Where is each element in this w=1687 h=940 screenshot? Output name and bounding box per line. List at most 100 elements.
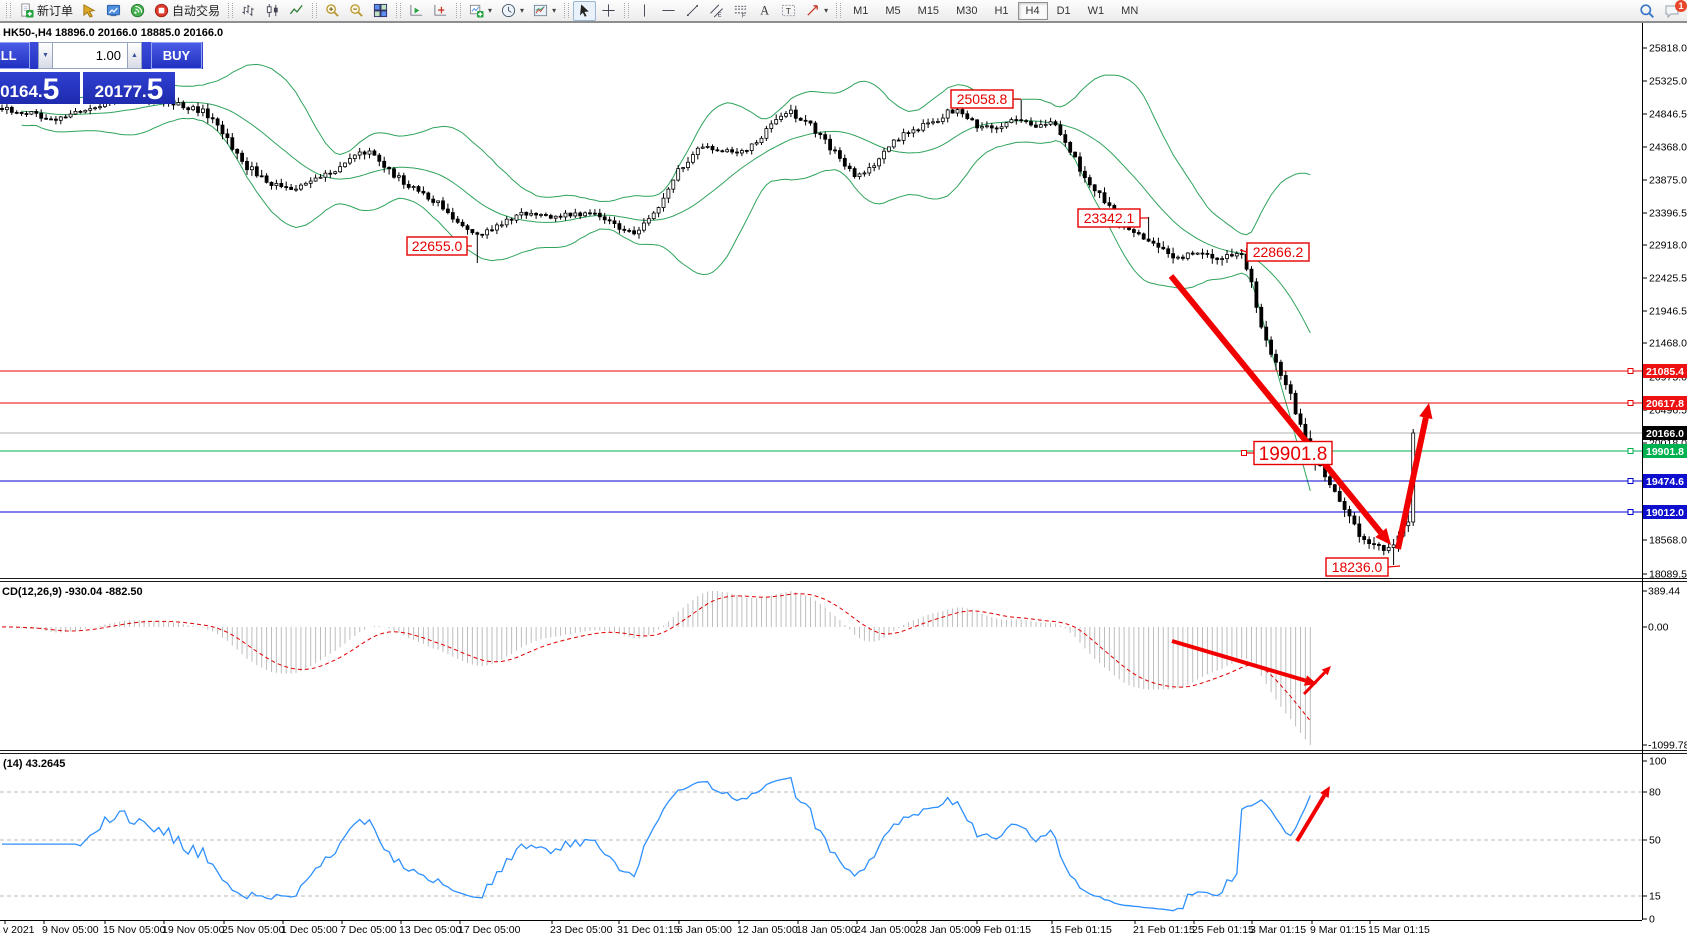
svg-text:18089.5: 18089.5: [1649, 569, 1687, 581]
svg-text:13 Dec 05:00: 13 Dec 05:00: [399, 924, 462, 936]
line-handle: [1627, 448, 1634, 454]
svg-text:28 Jan 05:00: 28 Jan 05:00: [915, 924, 976, 936]
svg-text:15 Nov 05:00: 15 Nov 05:00: [103, 924, 166, 936]
signals-button[interactable]: [126, 1, 149, 21]
timeframe-h1-button[interactable]: H1: [994, 4, 1009, 17]
line-chart-button[interactable]: [285, 1, 308, 21]
trendline-icon: [685, 3, 700, 18]
price-tag: [1643, 396, 1687, 410]
chevron-down-icon: ▾: [520, 6, 525, 15]
trendline-tool-button[interactable]: [681, 1, 704, 21]
svg-text:E: E: [718, 12, 722, 18]
text-label-tool-button[interactable]: T: [777, 1, 800, 21]
indicators-menu-button[interactable]: ▾: [465, 1, 496, 21]
zoom-in-button[interactable]: [321, 1, 344, 21]
fibonacci-tool-button[interactable]: F: [729, 1, 752, 21]
sell-price-display[interactable]: 20164.5: [0, 72, 80, 106]
zoom-out-button[interactable]: [345, 1, 368, 21]
toolbar-grip: [456, 3, 462, 18]
trend-arrow: [1395, 417, 1429, 550]
candle-chart-button[interactable]: [261, 1, 284, 21]
svg-text:389.44: 389.44: [1648, 586, 1680, 598]
svg-text:23396.5: 23396.5: [1649, 208, 1687, 220]
buy-price-dot: .: [141, 82, 147, 102]
svg-text:22655.0: 22655.0: [412, 238, 463, 254]
autotrade-icon: [154, 3, 169, 18]
horizontal-line-tool-button[interactable]: [657, 1, 680, 21]
timeframe-m30-button[interactable]: M30: [956, 4, 978, 17]
price-callout-box: [1325, 557, 1389, 577]
macd-signal-line: [1, 593, 1311, 722]
text-icon: A: [757, 3, 772, 18]
zoom-out-icon: [349, 3, 364, 18]
volume-input[interactable]: [53, 42, 127, 69]
svg-text:19012.0: 19012.0: [1646, 507, 1684, 519]
timeframe-m1-button[interactable]: M1: [853, 4, 869, 17]
buy-price-display[interactable]: 20177. 5: [83, 72, 175, 106]
line-handle: [1627, 509, 1634, 515]
svg-text:31 Dec 01:15: 31 Dec 01:15: [617, 924, 680, 936]
buy-price-main: 20177: [94, 82, 142, 102]
timeframe-d1-button[interactable]: D1: [1056, 4, 1071, 17]
svg-text:T: T: [786, 6, 791, 16]
bar-chart-button[interactable]: [237, 1, 260, 21]
autotrade-button[interactable]: 自动交易: [150, 1, 224, 21]
auto-scroll-button[interactable]: [405, 1, 428, 21]
templates-menu-button[interactable]: ▾: [529, 1, 560, 21]
volume-increase-button[interactable]: ▲: [127, 42, 142, 69]
svg-text:23 Dec 05:00: 23 Dec 05:00: [550, 924, 613, 936]
toolbar-grip: [228, 3, 234, 18]
svg-text:25818.0: 25818.0: [1649, 43, 1687, 55]
macd-indicator-header: CD(12,26,9) -930.04 -882.50: [2, 586, 143, 598]
crosshair-tool-button[interactable]: [597, 1, 620, 21]
periods-menu-button[interactable]: ▾: [497, 1, 528, 21]
one-click-trading-panel: SELL ▼ ▲ BUY 20164.5 20177.5: [0, 42, 203, 106]
sell-price-main: 20164: [0, 82, 38, 102]
timeframe-mn-button[interactable]: MN: [1121, 4, 1139, 17]
search-icon: [1639, 3, 1655, 19]
tile-windows-button[interactable]: [369, 1, 392, 21]
buy-price-big-digit: 5: [146, 73, 164, 106]
text-tool-button[interactable]: A: [753, 1, 776, 21]
price-tag: [1643, 505, 1687, 519]
svg-text:18568.0: 18568.0: [1649, 535, 1687, 547]
svg-text:15 Mar 01:15: 15 Mar 01:15: [1368, 924, 1430, 936]
svg-text:23342.1: 23342.1: [1084, 210, 1135, 226]
objects-menu-button[interactable]: ▾: [801, 1, 832, 21]
svg-text:9 Mar 01:15: 9 Mar 01:15: [1310, 924, 1366, 936]
svg-text:A: A: [760, 4, 769, 18]
main-chart-panel: 25058.8 22655.0 23342.1 22866.2 19901.8 18236…: [0, 63, 1642, 577]
buy-button[interactable]: BUY: [151, 42, 202, 69]
market-watch-button[interactable]: [102, 1, 125, 21]
equidistant-channel-tool-button[interactable]: E: [705, 1, 728, 21]
vertical-line-tool-button[interactable]: [633, 1, 656, 21]
svg-text:1 Dec 05:00: 1 Dec 05:00: [281, 924, 338, 936]
notifications-button[interactable]: 1: [1660, 0, 1687, 21]
search-button[interactable]: [1635, 1, 1659, 21]
svg-text:7 Dec 05:00: 7 Dec 05:00: [340, 924, 397, 936]
toolbar-grip: [312, 3, 318, 18]
chart-shift-button[interactable]: [429, 1, 452, 21]
sell-button[interactable]: SELL: [0, 42, 30, 69]
sell-price-big-digit: 5: [42, 73, 60, 106]
timeframe-h4-button[interactable]: H4: [1017, 1, 1048, 20]
svg-text:24368.0: 24368.0: [1649, 142, 1687, 154]
sell-price-dot: .: [37, 82, 43, 102]
svg-text:19474.6: 19474.6: [1646, 476, 1684, 488]
bollinger-lower-band: [21, 117, 1311, 492]
volume-decrease-button[interactable]: ▼: [38, 42, 53, 69]
timeframe-m5-button[interactable]: M5: [885, 4, 901, 17]
svg-text:21 Feb 01:15: 21 Feb 01:15: [1133, 924, 1195, 936]
svg-text:21946.5: 21946.5: [1649, 306, 1687, 318]
toolbar-grip: [836, 3, 842, 18]
price-tag: [1643, 474, 1687, 488]
market-watch-icon: [106, 3, 121, 18]
layouts-button[interactable]: [78, 1, 101, 21]
rsi-indicator-header: (14) 43.2645: [3, 758, 66, 770]
timeframe-m15-button[interactable]: M15: [917, 4, 940, 17]
cursor-tool-button[interactable]: [573, 0, 597, 21]
new-order-button[interactable]: 新订单: [15, 1, 77, 21]
zoom-in-icon: [325, 3, 340, 18]
timeframe-w1-button[interactable]: W1: [1087, 4, 1105, 17]
